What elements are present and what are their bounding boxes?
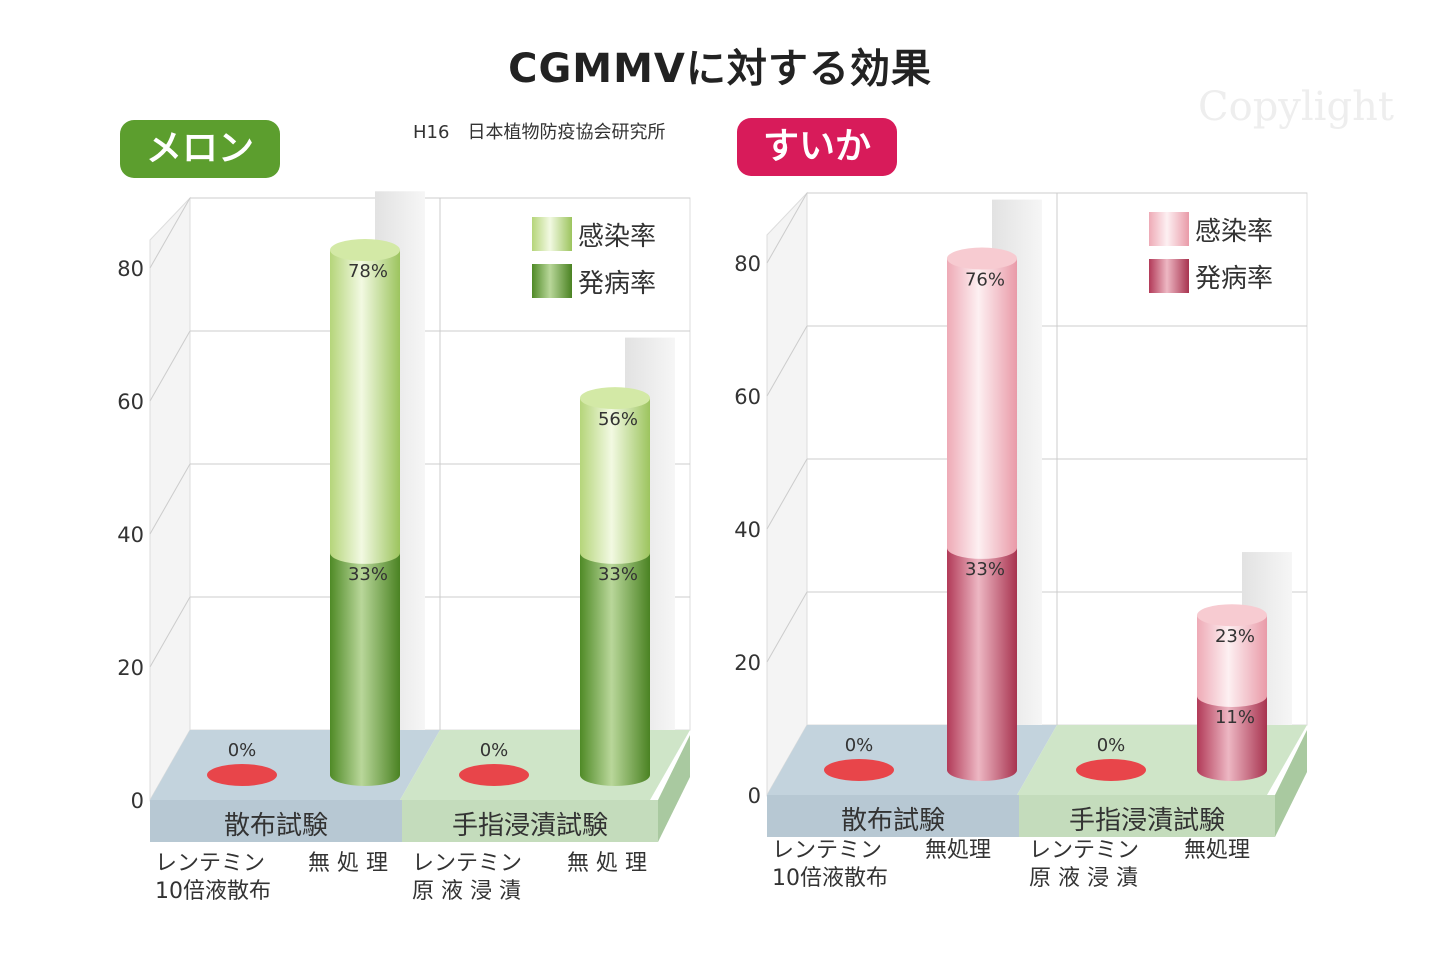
bar-disease	[947, 547, 1017, 781]
category-label: 無処理	[1184, 838, 1250, 863]
gridline-side	[766, 192, 808, 264]
data-label: 33%	[348, 564, 388, 585]
floor-front-group-0	[767, 795, 1019, 837]
y-tick-label: 40	[734, 518, 761, 542]
zero-marker	[824, 759, 894, 781]
group-label: 散布試験	[841, 806, 945, 836]
copyright-watermark: Copylight	[1198, 84, 1394, 130]
gridline-side	[149, 596, 191, 668]
gridline-side	[149, 463, 191, 535]
data-label: 0%	[845, 735, 874, 756]
category-label: レンテミン	[772, 838, 882, 863]
category-label: 原 液 浸 漬	[412, 879, 521, 904]
bar-top	[947, 247, 1017, 270]
zero-marker	[1076, 759, 1146, 781]
legend-label: 感染率	[578, 222, 656, 252]
chart-0: 020406080散布試験 手指浸漬試験レンテミン10倍液散布無 処 理レンテミン…	[117, 191, 691, 904]
y-tick-label: 80	[734, 252, 761, 276]
bar-top	[580, 387, 650, 410]
y-tick-label: 20	[117, 656, 144, 680]
group-label: 散布試験	[224, 811, 328, 841]
floor-front-group-1	[402, 800, 658, 842]
bar-top	[1197, 604, 1267, 627]
bar-infection	[580, 398, 650, 564]
gridline-side	[149, 197, 191, 269]
source-note: H16 日本植物防疫協会研究所	[413, 122, 666, 143]
category-label: レンテミン	[412, 851, 522, 876]
group-label: 手指浸漬試験	[452, 811, 608, 841]
legend-label: 感染率	[1195, 217, 1273, 247]
legend-swatch	[1149, 259, 1189, 293]
data-label: 23%	[1215, 626, 1255, 647]
bar-disease	[330, 552, 400, 786]
zero-marker	[459, 764, 529, 786]
y-tick-label: 80	[117, 257, 144, 281]
bar-disease	[580, 552, 650, 786]
y-tick-label: 60	[734, 385, 761, 409]
y-tick-label: 60	[117, 390, 144, 414]
watermelon-badge: すいか	[737, 118, 897, 176]
melon-badge: メロン	[120, 120, 280, 178]
data-label: 0%	[1097, 735, 1126, 756]
floor-front-group-0	[150, 800, 402, 842]
bar-infection	[330, 250, 400, 564]
chart-title: CGMMVに対する効果	[508, 46, 932, 92]
data-label: 0%	[228, 740, 257, 761]
floor-front-group-1	[1019, 795, 1275, 837]
gridline-side	[149, 330, 191, 402]
floor-side	[1275, 730, 1307, 837]
bar-infection	[1197, 615, 1267, 707]
bar-top	[330, 239, 400, 262]
data-label: 0%	[480, 740, 509, 761]
y-tick-label: 0	[131, 789, 144, 813]
category-label: レンテミン	[1029, 838, 1139, 863]
floor-side	[658, 735, 690, 842]
legend-swatch	[1149, 212, 1189, 246]
data-label: 33%	[598, 564, 638, 585]
category-label: レンテミン	[155, 851, 265, 876]
category-label: 10倍液散布	[772, 866, 888, 891]
y-tick-label: 20	[734, 651, 761, 675]
category-label: 無処理	[925, 838, 991, 863]
legend-swatch	[532, 264, 572, 298]
zero-marker	[207, 764, 277, 786]
data-label: 11%	[1215, 707, 1255, 728]
category-label: 10倍液散布	[155, 879, 271, 904]
gridline-side	[766, 458, 808, 530]
data-label: 33%	[965, 559, 1005, 580]
gridline-side	[766, 591, 808, 663]
gridline-side	[766, 325, 808, 397]
y-tick-label: 40	[117, 523, 144, 547]
bar-infection	[947, 258, 1017, 559]
category-label: 無 処 理	[308, 851, 388, 876]
category-label: 無 処 理	[567, 851, 647, 876]
data-label: 76%	[965, 270, 1005, 291]
legend-label: 発病率	[1195, 264, 1273, 294]
y-tick-label: 0	[748, 784, 761, 808]
legend-swatch	[532, 217, 572, 251]
data-label: 56%	[598, 409, 638, 430]
bar-disease	[1197, 695, 1267, 781]
data-label: 78%	[348, 261, 388, 282]
category-label: 原 液 浸 漬	[1029, 866, 1138, 891]
legend-label: 発病率	[578, 269, 656, 299]
group-label: 手指浸漬試験	[1069, 806, 1225, 836]
